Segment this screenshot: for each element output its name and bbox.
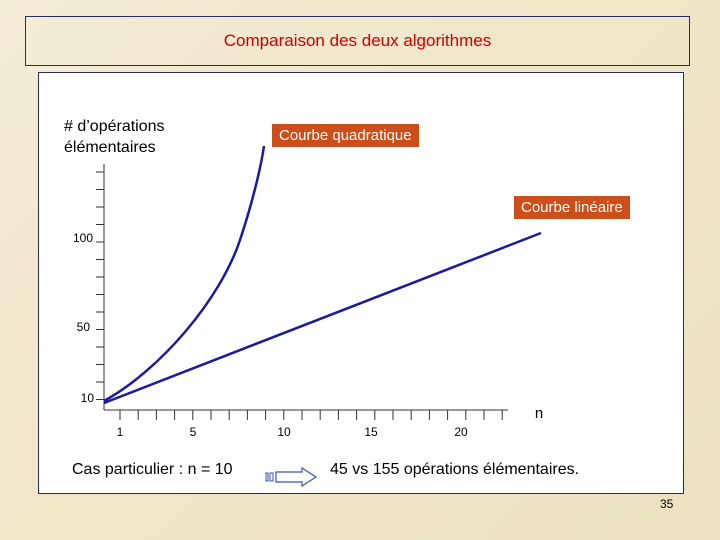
x-axis-label: n [535,405,543,422]
slide-title: Comparaison des deux algorithmes [223,31,492,50]
linear-curve [103,231,542,405]
x-tick-label-15: 15 [364,425,378,439]
x-tick-label-10: 10 [277,425,291,439]
y-tick-label-50: 50 [77,320,91,334]
y-tick-label-100: 100 [73,231,93,245]
quadratic-curve [103,145,266,403]
slide-title-box: Comparaison des deux algorithmes [25,16,690,66]
x-tick-label-1: 1 [117,425,124,439]
y-axis-label-line2: élémentaires [64,139,156,156]
particular-case-note: Cas particulier : n = 10 [72,461,233,478]
y-axis-label: # d’opérations élémentaires [64,116,165,158]
axes [96,164,508,420]
arrow-icon [265,466,318,488]
linear-curve-label: Courbe linéaire [514,196,630,219]
page-number: 35 [660,497,674,511]
y-tick-label-10: 10 [81,391,95,405]
x-tick-label-5: 5 [190,425,197,439]
x-tick-label-20: 20 [454,425,468,439]
operations-comparison-note: 45 vs 155 opérations élémentaires. [330,461,580,478]
y-axis-label-line1: # d’opérations [64,118,165,135]
quadratic-curve-label: Courbe quadratique [272,124,419,147]
